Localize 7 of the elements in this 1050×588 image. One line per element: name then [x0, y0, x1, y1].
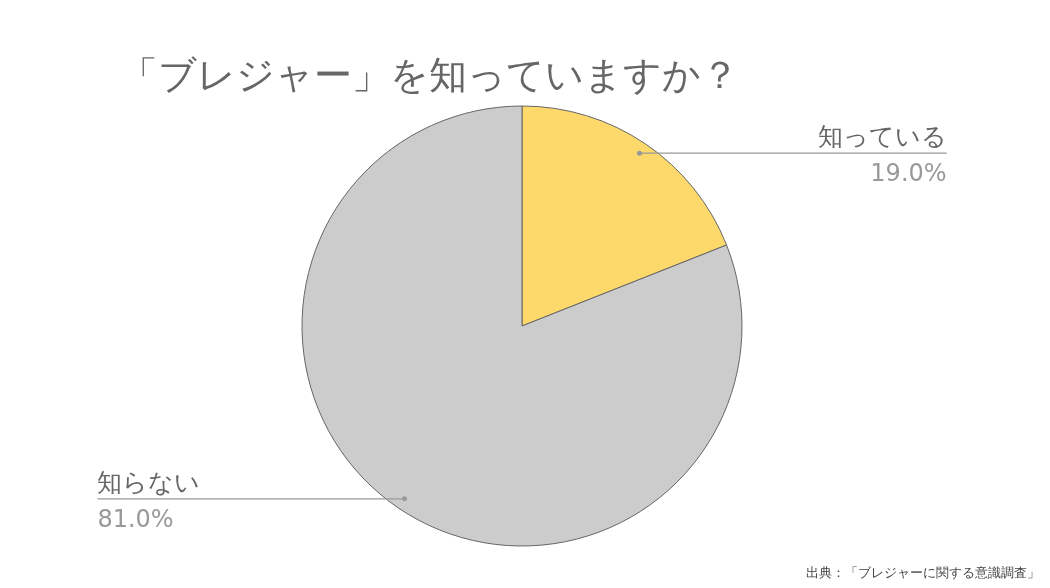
pie-slice — [301, 105, 743, 547]
data-label: 81.0% — [97, 504, 174, 533]
slice-label: 知らない — [97, 467, 201, 497]
data-label: 19.0% — [870, 159, 947, 188]
slice-label: 知っている — [817, 122, 947, 152]
chart-title: 「ブレジャー」を知っていますか？ — [120, 53, 739, 97]
source-note: 出典：「ブレジャーに関する意識調査」 — [806, 565, 1040, 580]
